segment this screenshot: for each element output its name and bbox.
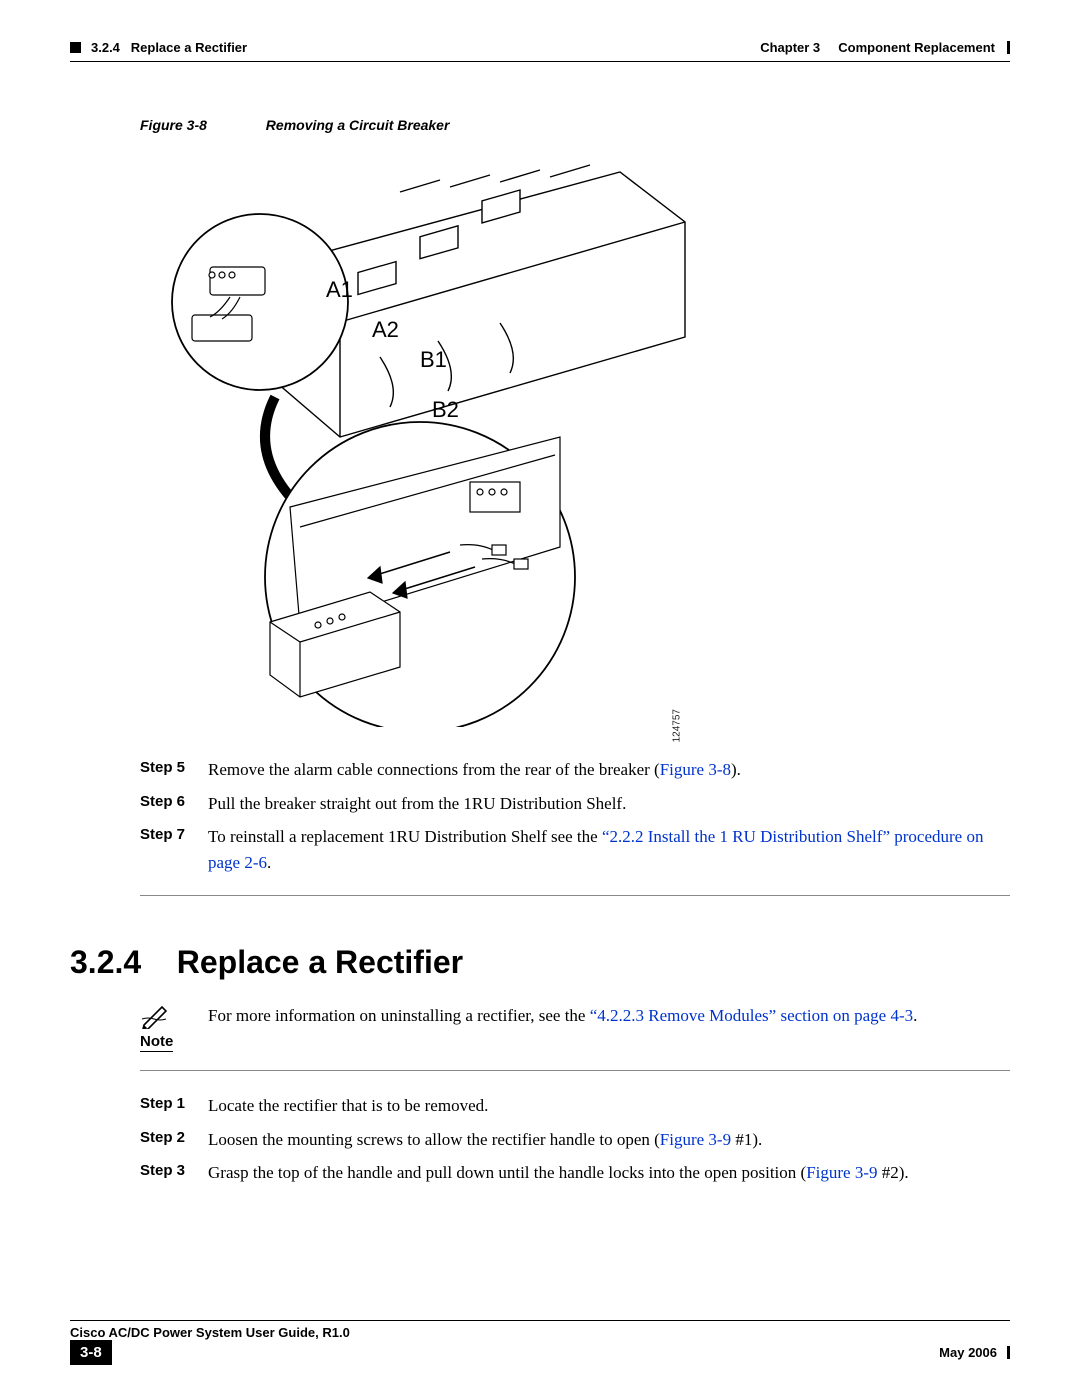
section-number: 3.2.4 xyxy=(70,944,141,980)
step-label: Step 5 xyxy=(140,757,208,783)
footer-left: Cisco AC/DC Power System User Guide, R1.… xyxy=(70,1325,350,1340)
step-text: To reinstall a replacement 1RU Distribut… xyxy=(208,824,1010,875)
step-label: Step 7 xyxy=(140,824,208,875)
footer-rule xyxy=(70,1320,1010,1321)
section-title: Replace a Rectifier xyxy=(177,944,463,980)
step-row: Step 2 Loosen the mounting screws to all… xyxy=(140,1127,1010,1153)
figure-link[interactable]: Figure 3-9 xyxy=(660,1130,731,1149)
xref-link[interactable]: “4.2.2.3 Remove Modules” section on page… xyxy=(590,1006,913,1025)
note-label-col: Note xyxy=(140,1003,208,1052)
bullet-icon xyxy=(70,42,81,53)
callout-a1: A1 xyxy=(326,277,353,303)
callout-a2: A2 xyxy=(372,317,399,343)
figure-image-id: 124757 xyxy=(671,709,682,742)
section-heading: 3.2.4 Replace a Rectifier xyxy=(70,944,1010,981)
step-row: Step 6 Pull the breaker straight out fro… xyxy=(140,791,1010,817)
figure-link[interactable]: Figure 3-9 xyxy=(806,1163,877,1182)
step-row: Step 5 Remove the alarm cable connection… xyxy=(140,757,1010,783)
figure-illustration: A1 A2 B1 B2 124757 xyxy=(140,147,700,727)
steps-block-top: Step 5 Remove the alarm cable connection… xyxy=(140,757,1010,875)
steps-block-bottom: Step 1 Locate the rectifier that is to b… xyxy=(140,1093,1010,1186)
step-text: Grasp the top of the handle and pull dow… xyxy=(208,1160,1010,1186)
header-rule xyxy=(70,61,1010,62)
step-label: Step 2 xyxy=(140,1127,208,1153)
step-label: Step 1 xyxy=(140,1093,208,1119)
step-label: Step 6 xyxy=(140,791,208,817)
footer-right: May 2006 xyxy=(939,1345,1010,1360)
step-text: Pull the breaker straight out from the 1… xyxy=(208,791,1010,817)
header-section-title: Replace a Rectifier xyxy=(131,40,247,55)
footer-bar-icon xyxy=(1007,1346,1010,1359)
callout-b2: B2 xyxy=(432,397,459,423)
step-label: Step 3 xyxy=(140,1160,208,1186)
chapter-title: Component Replacement xyxy=(838,40,995,55)
page-footer: Cisco AC/DC Power System User Guide, R1.… xyxy=(70,1320,1010,1361)
footer-page-wrap: 3-8 xyxy=(70,1344,118,1361)
page-number: 3-8 xyxy=(70,1340,112,1365)
header-section-number: 3.2.4 xyxy=(91,40,120,55)
note-pencil-icon xyxy=(140,1003,172,1029)
header-breadcrumb: 3.2.4 Replace a Rectifier xyxy=(70,40,247,55)
step-text: Locate the rectifier that is to be remov… xyxy=(208,1093,1010,1119)
page-header: 3.2.4 Replace a Rectifier Chapter 3 Comp… xyxy=(70,40,1010,55)
header-bar-icon xyxy=(1007,41,1010,54)
footer-date: May 2006 xyxy=(939,1345,997,1360)
step-text: Loosen the mounting screws to allow the … xyxy=(208,1127,1010,1153)
note-divider xyxy=(140,1070,1010,1071)
step-row: Step 3 Grasp the top of the handle and p… xyxy=(140,1160,1010,1186)
header-chapter: Chapter 3 Component Replacement xyxy=(760,40,1010,55)
note-label: Note xyxy=(140,1033,173,1052)
note-text: For more information on uninstalling a r… xyxy=(208,1003,1010,1052)
step-row: Step 1 Locate the rectifier that is to b… xyxy=(140,1093,1010,1119)
figure-label: Figure 3-8 xyxy=(140,117,207,133)
figure-caption: Figure 3-8 Removing a Circuit Breaker xyxy=(140,117,1010,133)
step-text: Remove the alarm cable connections from … xyxy=(208,757,1010,783)
chapter-label: Chapter 3 xyxy=(760,40,820,55)
figure-title: Removing a Circuit Breaker xyxy=(266,117,450,133)
figure-link[interactable]: Figure 3-8 xyxy=(660,760,731,779)
note-block: Note For more information on uninstallin… xyxy=(140,1003,1010,1052)
circuit-breaker-diagram-icon xyxy=(140,147,700,727)
section-divider xyxy=(140,895,1010,896)
callout-b1: B1 xyxy=(420,347,447,373)
guide-title: Cisco AC/DC Power System User Guide, R1.… xyxy=(70,1325,350,1340)
step-row: Step 7 To reinstall a replacement 1RU Di… xyxy=(140,824,1010,875)
